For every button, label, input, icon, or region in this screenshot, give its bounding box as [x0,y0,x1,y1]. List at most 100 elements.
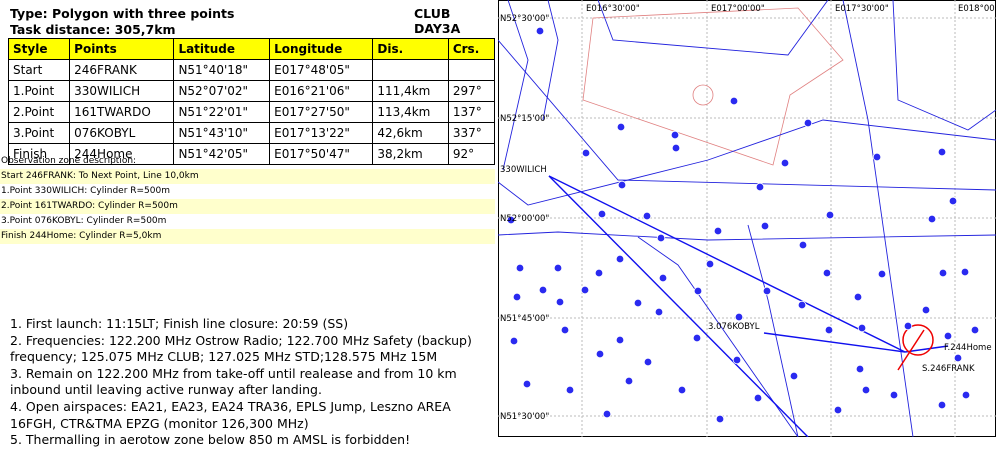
column-header: Points [69,38,175,60]
zone-item: Start 246FRANK: To Next Point, Line 10,0… [0,169,495,184]
waypoint-icon [624,376,634,386]
waypoint-icon [553,263,563,273]
waypoint-icon [616,122,626,132]
grid [498,0,996,437]
waypoint-icon [825,210,835,220]
table-cell: 38,2km [372,143,449,165]
waypoint-icon [734,312,744,322]
waypoint-icon [602,409,612,419]
longitude-label: E016°30'00" [586,4,640,14]
task-type: Type: Polygon with three points [10,6,235,21]
waypoint-icon [872,152,882,162]
table-cell: 161TWARDO [69,101,175,123]
start-line [897,329,925,371]
table-cell: 113,4km [372,101,449,123]
zone-item: 1.Point 330WILICH: Cylinder R=500m [1,186,171,196]
latitude-label: N52°15'00" [500,114,549,124]
table-cell: 92° [447,143,496,165]
waypoint-icon [797,300,807,310]
waypoint-icon [729,96,739,106]
table-cell: Finish [7,143,71,165]
table-cell: N51°43'10" [173,122,271,144]
waypoint-icon [555,297,565,307]
waypoint-icon [705,259,715,269]
map-labels: E016°30'00" E017°00'00" E017°30'00" E018°00… [500,4,996,422]
latitude-label: N51°45'00" [500,314,549,324]
note: 5. Thermalling in aerotow zone below 850… [10,432,411,448]
waypoint-icon [670,130,680,140]
waypoint-icon [927,214,937,224]
waypoint-icon [617,180,627,190]
waypoint-icon [877,269,887,279]
waypoint-icon [580,285,590,295]
table-cell: E016°21'06" [269,80,374,102]
waypoint-icon [938,268,948,278]
table-row: 3.Point 076KOBYL N51°43'10" E017°13'22" 42,6… [7,122,496,144]
map: E016°30'00" E017°00'00" E017°30'00" E018°00… [498,0,996,437]
table-cell: N51°42'05" [173,143,271,165]
waypoint-icon [789,371,799,381]
waypoint-icon [615,254,625,264]
note: 3. Remain on 122.200 MHz from take-off u… [10,365,457,398]
waypoint-label: S.246FRANK [922,364,975,374]
waypoint-icon [715,414,725,424]
column-header: Style [7,38,71,60]
waypoint-icon [595,349,605,359]
waypoint-icon [961,390,971,400]
waypoint-icon [713,226,723,236]
waypoint-icon [671,143,681,153]
table-cell: 246FRANK [69,59,175,81]
waypoint-icon [960,267,970,277]
waypoint-icon [633,298,643,308]
zone-description: Observation zone description: Start 246F… [0,154,495,244]
table-cell: N52°07'02" [173,80,271,102]
table-cell: 076KOBYL [69,122,175,144]
waypoint-icon [732,355,742,365]
column-header: Crs. [447,38,496,60]
waypoint-icon [937,400,947,410]
latitude-label: N51°30'00" [500,412,549,422]
table-cell: E017°50'47" [269,143,374,165]
waypoint-icon [903,321,913,331]
waypoint-icon [753,393,763,403]
table-row: 2.Point 161TWARDO N51°22'01" E017°27'50" 113… [7,101,496,123]
longitude-label: E017°30'00" [835,4,889,14]
waypoint-icon [889,390,899,400]
waypoint-icon [677,385,687,395]
longitude-label: E018°00'00" [958,4,996,14]
waypoint-icon [798,240,808,250]
task-distance: Task distance: 305,7km [10,22,176,37]
finish-cylinder [902,324,934,356]
waypoint-icon [857,323,867,333]
table-cell: 111,4km [372,80,449,102]
note: 2. Frequencies: 122.200 MHz Ostrow Radio… [10,332,472,365]
zone-item: 3.Point 076KOBYL: Cylinder R=500m [1,216,167,226]
waypoint-icon [565,385,575,395]
waypoint-icon [642,211,652,221]
table-cell: N51°40'18" [173,59,271,81]
waypoint-icon [853,292,863,302]
column-header: Longitude [269,38,374,60]
latitude-label: N52°30'00" [500,14,549,24]
table-row: 1.Point 330WILICH N52°07'02" E016°21'06" 111… [7,80,496,102]
waypoint-icon [515,263,525,273]
waypoint-icon [597,209,607,219]
waypoint-icon [762,286,772,296]
waypoint-label: F.244Home [944,343,992,353]
table-cell: N51°22'01" [173,101,271,123]
table-cell: E017°13'22" [269,122,374,144]
waypoint-icon [760,221,770,231]
column-header: Dis. [372,38,449,60]
waypoint-icon [692,333,702,343]
waypoint-icon [822,268,832,278]
waypoint-icon [535,26,545,36]
table-cell: 330WILICH [69,80,175,102]
table-cell [447,59,496,81]
waypoint-icon [594,268,604,278]
waypoint-icon [803,118,813,128]
waypoint-icon [522,379,532,389]
waypoint-icon [538,285,548,295]
task-table: Style Points Latitude Longitude Dis. Crs. Star… [7,38,496,165]
table-cell: Start [7,59,71,81]
waypoint-icon [921,305,931,315]
